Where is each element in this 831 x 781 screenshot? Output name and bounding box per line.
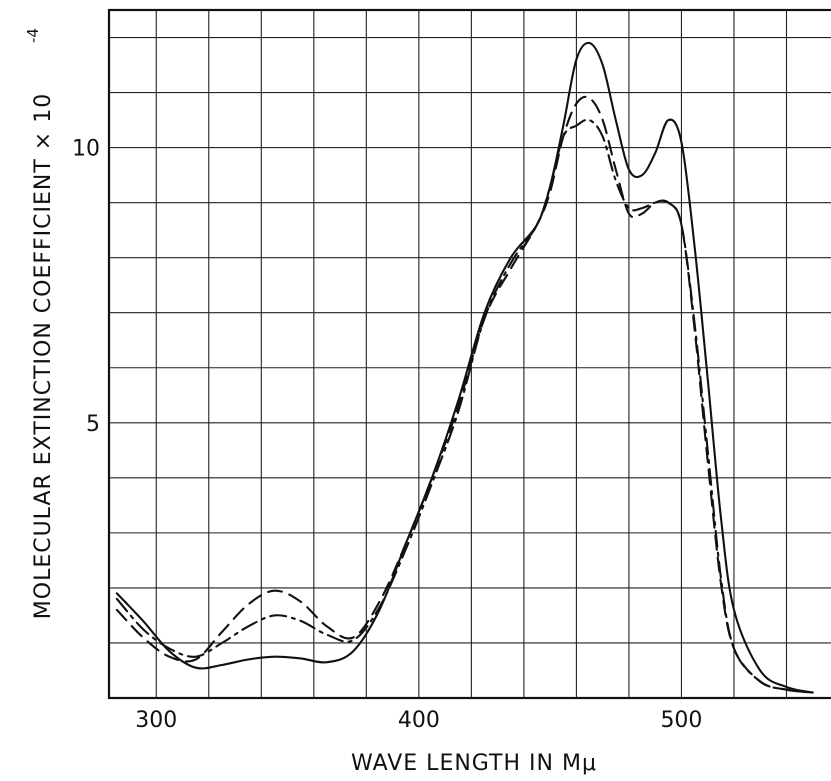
y-axis-label-group: MOLECULAR EXTINCTION COEFFICIENT × 10 -4	[24, 28, 56, 619]
y-tick-labels: 5 10	[72, 137, 100, 437]
x-tick-labels: 300 400 500	[135, 708, 702, 733]
x-axis-label: WAVE LENGTH IN Mμ	[351, 751, 597, 776]
y-axis-label-exponent: -4	[24, 28, 42, 43]
series-line-dash-dot	[115, 118, 814, 694]
series-line-dashed	[115, 95, 814, 694]
x-tick-label: 400	[398, 708, 440, 733]
plot-frame	[107, 8, 831, 700]
y-tick-label: 10	[72, 137, 100, 162]
x-tick-label: 300	[135, 708, 177, 733]
x-tick-label: 500	[660, 708, 702, 733]
y-tick-label: 5	[86, 412, 100, 437]
y-axis-label: MOLECULAR EXTINCTION COEFFICIENT × 10	[31, 93, 56, 619]
grid	[109, 10, 831, 698]
series-group	[115, 41, 814, 694]
